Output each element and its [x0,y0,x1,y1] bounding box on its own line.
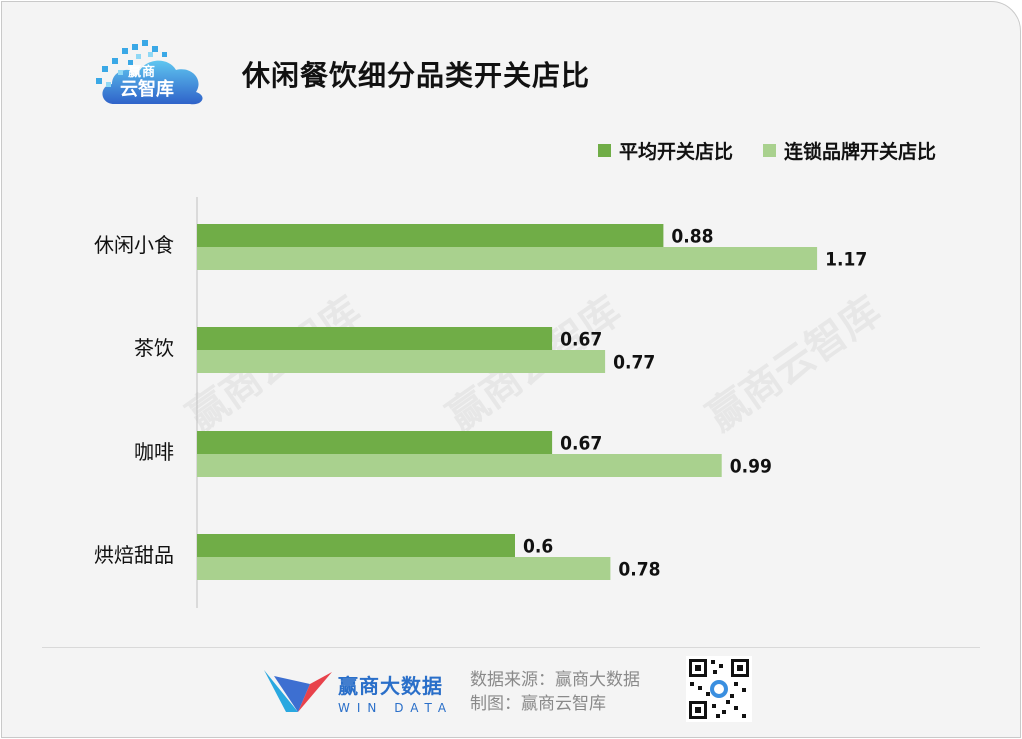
chart-title: 休闲餐饮细分品类开关店比 [242,59,591,92]
qr-code-icon [686,656,752,722]
windata-logo-icon [264,670,332,712]
category-label: 咖啡 [134,440,174,464]
legend-item-avg: 平均开关店比 [597,137,733,164]
legend-label-avg: 平均开关店比 [618,141,733,163]
bar-value-label: 0.67 [560,433,602,455]
bar-value-label: 0.88 [671,226,713,248]
footer-divider [42,647,980,648]
legend-label-chain: 连锁品牌开关店比 [783,141,936,163]
footer-brand-cn: 赢商大数据 [338,674,443,698]
data-source-text: 数据来源：赢商大数据 [470,670,640,690]
logo-line2: 云智库 [120,79,174,100]
chart-legend: 平均开关店比 连锁品牌开关店比 [597,137,936,164]
bar-value-label: 0.67 [560,329,602,351]
logo-text: 赢商 云智库 [120,66,174,99]
category-label: 茶饮 [134,336,174,360]
bar-value-label: 0.78 [618,559,660,581]
category-label: 休闲小食 [94,233,174,257]
bar-value-label: 0.77 [613,352,655,374]
bar [197,454,722,477]
cloud-logo-icon [96,40,203,105]
footer-source: 数据来源：赢商大数据 制图：赢商云智库 [470,668,640,716]
legend-item-chain: 连锁品牌开关店比 [762,137,936,164]
bar [197,534,515,557]
logo-line1: 赢商 [128,65,157,80]
bar [197,350,606,373]
legend-swatch-avg [597,144,611,157]
bar [197,431,553,454]
bar-value-label: 0.99 [730,456,772,478]
bar-chart: 休闲小食 0.88 1.17 茶饮 0.67 0.77 咖啡 0.67 0.99 烘焙甜品 0.6 0… [94,197,867,608]
bar [197,557,611,580]
bar [197,327,553,350]
category-label: 烘焙甜品 [94,543,174,567]
bar-value-label: 1.17 [825,249,867,271]
legend-swatch-chain [762,144,776,157]
bar [197,224,664,247]
bar-value-label: 0.6 [523,536,553,558]
made-by-text: 制图：赢商云智库 [470,694,606,714]
footer-brand: 赢商大数据 WIN DATA [338,670,453,715]
bar [197,247,818,270]
footer-brand-en: WIN DATA [338,701,454,715]
